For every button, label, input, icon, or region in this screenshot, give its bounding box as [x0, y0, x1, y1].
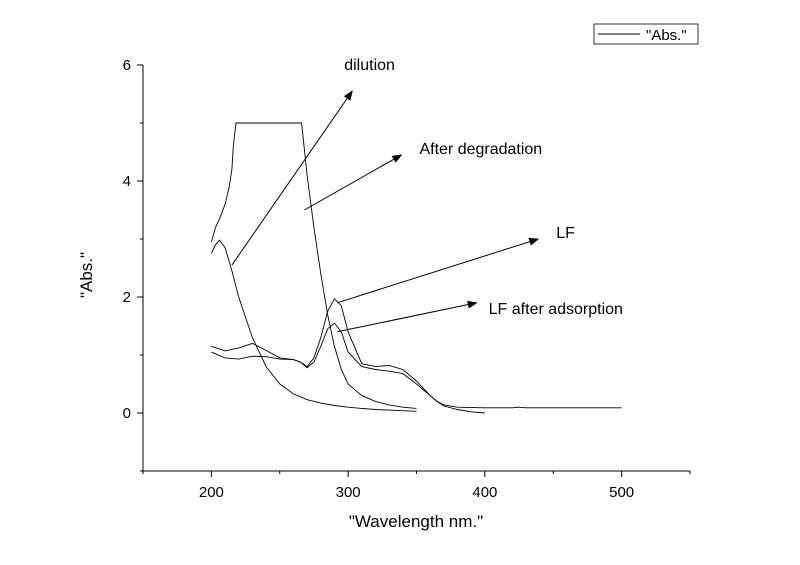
y-tick-label: 0: [123, 405, 131, 422]
annotation-label: After degradation: [419, 141, 542, 158]
annotation-arrow: [231, 90, 353, 266]
x-tick-label: 400: [472, 484, 497, 501]
x-tick-label: 300: [336, 484, 361, 501]
y-axis-title: "Abs.": [77, 252, 96, 298]
series-layer: [210, 122, 622, 414]
y-tick-label: 6: [123, 57, 131, 74]
series-line-2: [210, 239, 417, 412]
series-line-3: [211, 297, 622, 409]
annotation-label: dilution: [344, 57, 395, 74]
legend: "Abs.": [593, 23, 699, 45]
x-axis-title: "Wavelength nm.": [349, 512, 483, 531]
y-tick-label: 4: [123, 173, 131, 190]
annotation-label: LF: [556, 225, 575, 242]
legend-entry: "Abs.": [646, 27, 687, 44]
legend-box: [593, 23, 699, 45]
x-tick-label: 200: [199, 484, 224, 501]
annotation-arrow: [337, 237, 540, 304]
axes: 200 300 400 500 0 2 4 6: [123, 57, 691, 501]
x-tick-label: 500: [609, 484, 634, 501]
annotation-arrow: [337, 300, 478, 333]
series-line-1: [210, 122, 417, 409]
annotation-layer: dilution After degradation LF LF after adso…: [231, 57, 623, 333]
annotation-label: LF after adsorption: [489, 301, 623, 318]
annotation-arrow: [304, 154, 403, 211]
series-line-4: [211, 322, 485, 414]
y-tick-label: 2: [123, 289, 131, 306]
